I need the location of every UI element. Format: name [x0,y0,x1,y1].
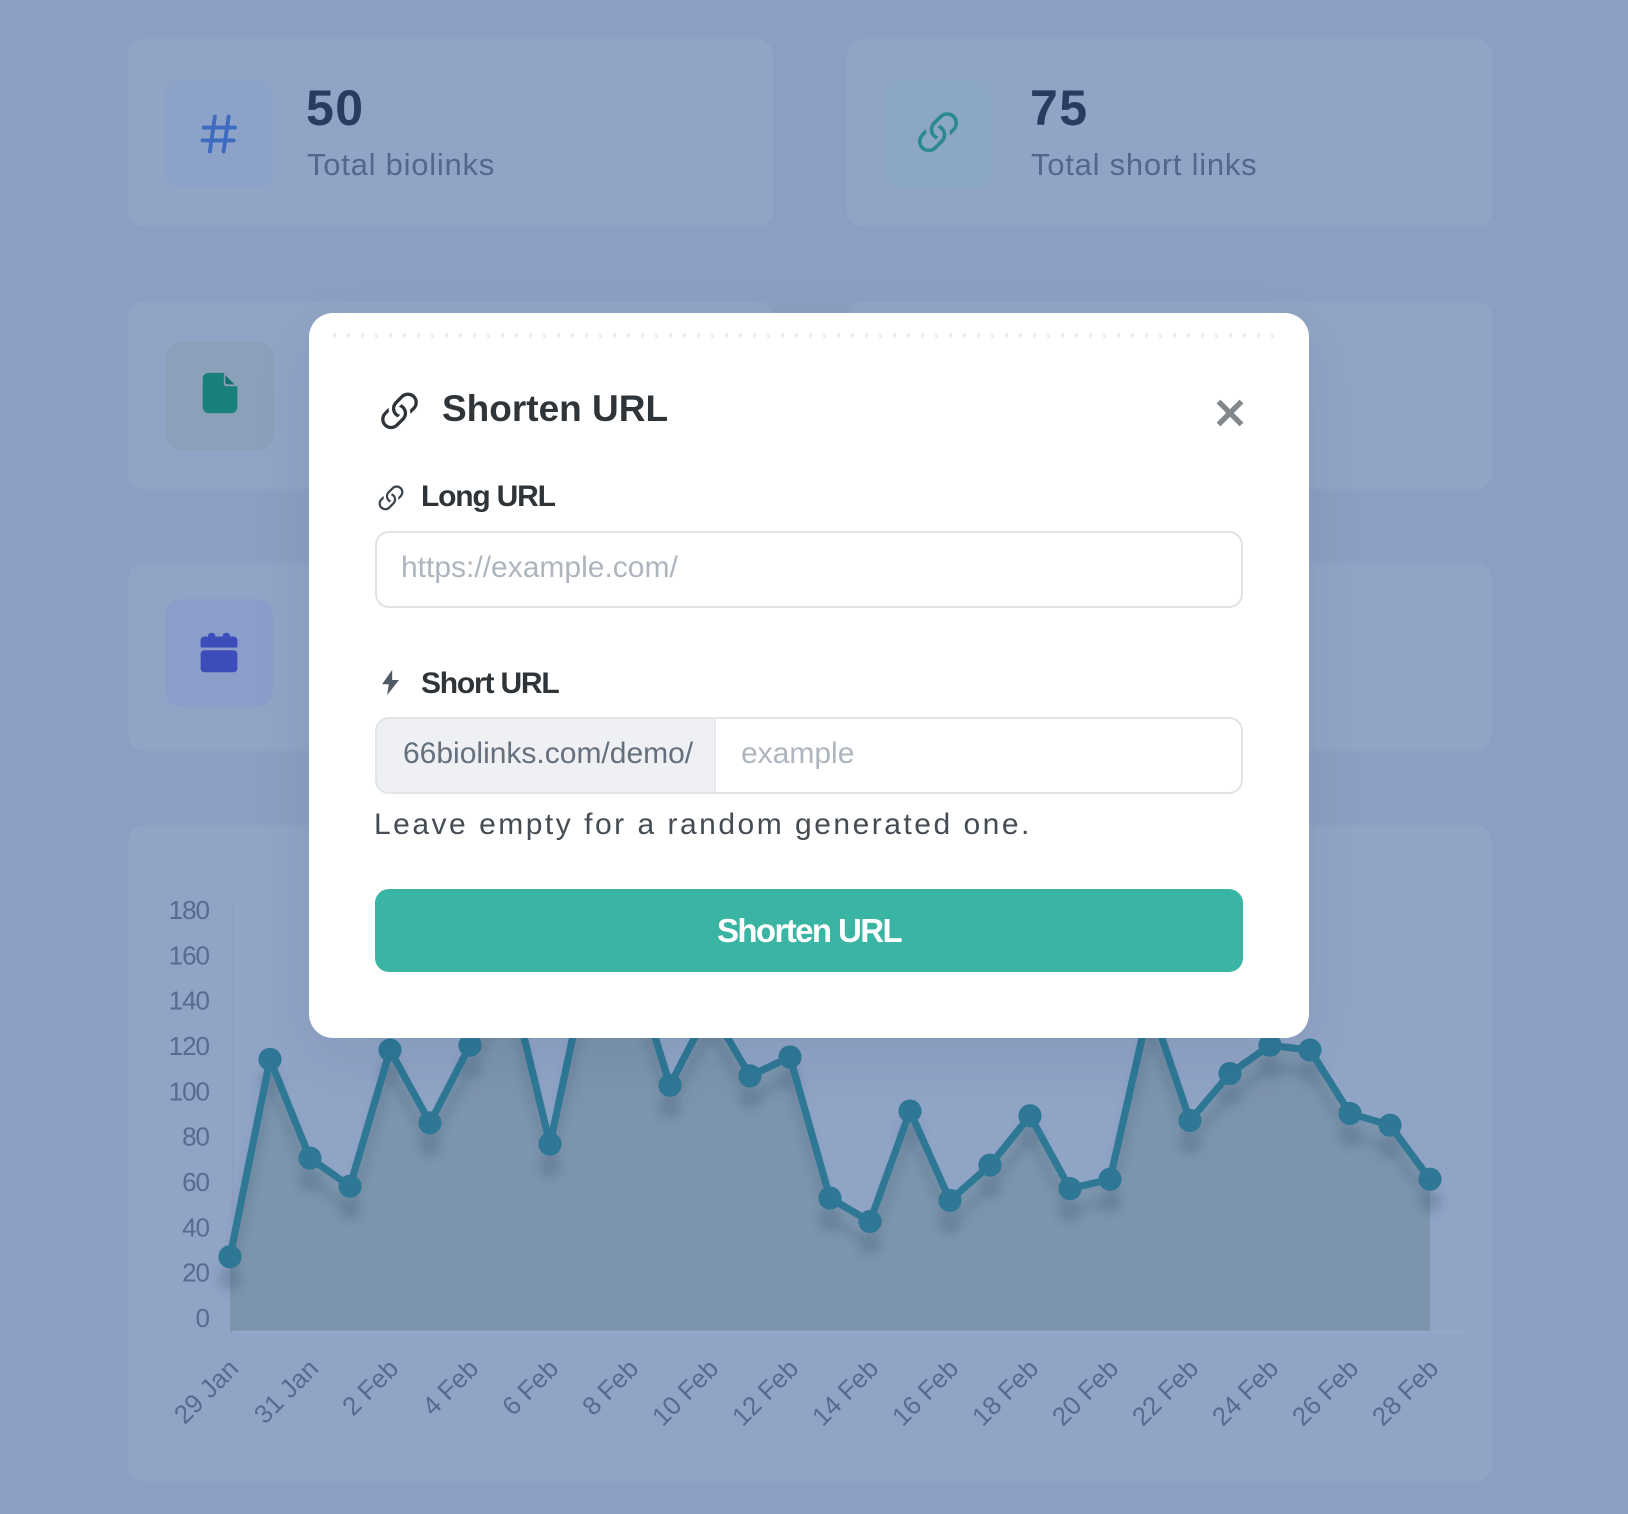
svg-text:12 Feb: 12 Feb [726,1353,804,1431]
svg-text:24 Feb: 24 Feb [1206,1353,1284,1431]
svg-text:100: 100 [169,1076,210,1106]
svg-text:16 Feb: 16 Feb [886,1353,964,1431]
svg-text:14 Feb: 14 Feb [806,1353,884,1431]
svg-text:2 Feb: 2 Feb [336,1353,404,1421]
svg-text:18 Feb: 18 Feb [966,1353,1044,1431]
svg-text:140: 140 [169,986,210,1016]
svg-text:20: 20 [182,1258,209,1288]
svg-text:20 Feb: 20 Feb [1046,1353,1124,1431]
svg-text:60: 60 [182,1167,209,1197]
svg-text:180: 180 [169,895,210,925]
svg-text:29 Jan: 29 Jan [168,1353,244,1429]
svg-text:10 Feb: 10 Feb [646,1353,724,1431]
svg-text:31 Jan: 31 Jan [248,1353,324,1429]
svg-text:80: 80 [182,1122,209,1152]
svg-text:0: 0 [196,1303,210,1333]
svg-text:28 Feb: 28 Feb [1366,1353,1444,1431]
svg-text:40: 40 [182,1212,209,1242]
svg-text:6 Feb: 6 Feb [496,1353,564,1421]
svg-text:4 Feb: 4 Feb [416,1353,484,1421]
svg-text:22 Feb: 22 Feb [1126,1353,1204,1431]
svg-text:120: 120 [169,1031,210,1061]
svg-text:160: 160 [169,940,210,970]
svg-text:8 Feb: 8 Feb [576,1353,644,1421]
svg-text:26 Feb: 26 Feb [1286,1353,1364,1431]
